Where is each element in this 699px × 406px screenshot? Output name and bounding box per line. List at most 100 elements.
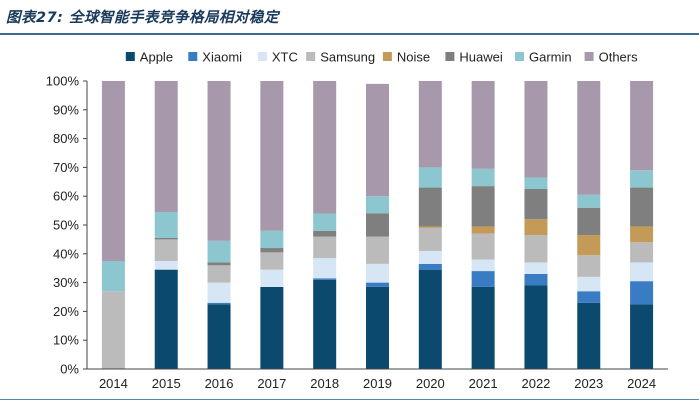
x-tick-label: 2019 bbox=[363, 376, 392, 391]
x-tick-label: 2024 bbox=[627, 376, 656, 391]
bar-segment-others-2019 bbox=[366, 83, 389, 197]
x-tick-label: 2023 bbox=[574, 376, 603, 391]
bar-segment-others-2016 bbox=[207, 81, 231, 241]
bar-segment-xtc-2017 bbox=[260, 269, 284, 287]
legend-label-others: Others bbox=[599, 50, 639, 65]
bar-segment-others-2021 bbox=[471, 81, 495, 169]
bar-segment-samsung-2015 bbox=[154, 239, 178, 261]
bar-segment-others-2022 bbox=[524, 81, 548, 178]
y-tick-label: 90% bbox=[53, 102, 79, 117]
bar-segment-xiaomi-2023 bbox=[577, 291, 601, 303]
bar-segment-apple-2018 bbox=[313, 279, 337, 369]
bar-segment-apple-2020 bbox=[418, 269, 442, 369]
bar-segment-xtc-2015 bbox=[154, 261, 178, 270]
bar-segment-xiaomi-2020 bbox=[418, 263, 442, 270]
bar-segment-others-2017 bbox=[260, 81, 284, 231]
bar-segment-others-2024 bbox=[630, 81, 654, 171]
bar-segment-xiaomi-2021 bbox=[471, 271, 495, 287]
y-tick-label: 0% bbox=[60, 362, 79, 377]
x-tick-label: 2020 bbox=[416, 376, 445, 391]
y-tick-label: 30% bbox=[53, 275, 79, 290]
bar-segment-garmin-2019 bbox=[366, 196, 389, 214]
bar-segment-garmin-2015 bbox=[154, 212, 178, 238]
legend-label-apple: Apple bbox=[140, 50, 173, 65]
bar-segment-garmin-2022 bbox=[524, 177, 548, 189]
legend-swatch-garmin bbox=[515, 52, 524, 61]
bar-segment-xtc-2018 bbox=[313, 258, 337, 279]
bar-segment-huawei-2015 bbox=[154, 237, 178, 240]
legend-swatch-huawei bbox=[445, 52, 455, 61]
bar-segment-xtc-2021 bbox=[471, 259, 495, 272]
bar-segment-huawei-2016 bbox=[207, 262, 231, 266]
x-axis: 2014 2015 2016 2017 2018 2019 2020 2021 2022 2023… bbox=[87, 368, 668, 391]
y-tick-label: 20% bbox=[53, 304, 79, 319]
bar-segment-noise-2024 bbox=[630, 226, 654, 243]
bar-segment-others-2014 bbox=[101, 81, 125, 261]
y-axis: 0% 10% 20% 30% 40% 50% 60% 70% 80% 90% 100% bbox=[46, 74, 88, 377]
bar-segment-huawei-2024 bbox=[630, 187, 654, 227]
x-tick-label: 2018 bbox=[310, 376, 339, 391]
bar-segment-apple-2023 bbox=[577, 302, 601, 369]
x-tick-label: 2022 bbox=[521, 376, 550, 391]
legend-swatch-xtc bbox=[257, 52, 267, 61]
bar-segment-samsung-2021 bbox=[471, 233, 495, 260]
bar-segment-xtc-2019 bbox=[366, 263, 389, 283]
bar-segment-samsung-2018 bbox=[313, 236, 337, 259]
y-tick-label: 10% bbox=[53, 333, 79, 348]
y-tick-label: 70% bbox=[53, 160, 79, 175]
bar-segment-samsung-2019 bbox=[366, 236, 389, 264]
y-tick-label: 60% bbox=[53, 189, 79, 204]
bottom-rule bbox=[0, 399, 699, 400]
bar-segment-noise-2023 bbox=[577, 235, 601, 256]
bar-segment-samsung-2014 bbox=[101, 291, 125, 369]
bar-segment-noise-2022 bbox=[524, 219, 548, 236]
bar-segment-xtc-2023 bbox=[577, 276, 601, 292]
bar-segment-garmin-2016 bbox=[207, 240, 231, 263]
bar-segment-huawei-2018 bbox=[313, 230, 337, 237]
bar-segment-xtc-2020 bbox=[418, 250, 442, 264]
bar-segment-noise-2021 bbox=[471, 226, 495, 234]
bar-segment-garmin-2018 bbox=[313, 213, 337, 231]
bar-segment-samsung-2017 bbox=[260, 252, 284, 270]
title-rule bbox=[0, 33, 699, 35]
legend-swatch-others bbox=[584, 52, 594, 61]
legend-swatch-xiaomi bbox=[188, 52, 198, 61]
bar-segment-huawei-2021 bbox=[471, 186, 495, 227]
bar-segment-samsung-2020 bbox=[418, 227, 442, 251]
y-tick-label: 80% bbox=[53, 131, 79, 146]
bar-segment-garmin-2014 bbox=[101, 261, 125, 292]
bar-segment-garmin-2023 bbox=[577, 194, 601, 208]
bar-segment-samsung-2024 bbox=[630, 242, 654, 263]
legend-label-huawei: Huawei bbox=[459, 50, 502, 65]
bar-segment-apple-2015 bbox=[154, 269, 178, 369]
bar-segment-xiaomi-2018 bbox=[313, 278, 337, 280]
chart-legend: Apple Xiaomi XTC Samsung Noise Huawei Garmin Ot… bbox=[125, 50, 639, 65]
y-tick-label: 50% bbox=[53, 218, 79, 233]
x-tick-label: 2016 bbox=[205, 376, 234, 391]
bar-segment-huawei-2017 bbox=[260, 248, 284, 253]
bar-segment-xtc-2016 bbox=[207, 282, 231, 303]
bar-segment-apple-2022 bbox=[524, 285, 548, 369]
legend-label-xtc: XTC bbox=[272, 50, 298, 65]
legend-label-noise: Noise bbox=[397, 50, 430, 65]
bar-segment-noise-2020 bbox=[418, 226, 442, 228]
x-tick-label: 2021 bbox=[469, 376, 498, 391]
bar-segment-xiaomi-2022 bbox=[524, 273, 548, 286]
bar-segment-huawei-2020 bbox=[418, 187, 442, 227]
bar-segment-samsung-2016 bbox=[207, 265, 231, 283]
bar-segment-xiaomi-2016 bbox=[207, 302, 231, 305]
bar-segment-garmin-2021 bbox=[471, 168, 495, 187]
figure-title: 图表27: 全球智能手表竞争格局相对稳定 bbox=[6, 10, 280, 26]
bar-segment-xtc-2024 bbox=[630, 262, 654, 282]
y-tick-label: 100% bbox=[46, 74, 80, 89]
bar-segment-garmin-2024 bbox=[630, 170, 654, 188]
bar-segment-others-2023 bbox=[577, 81, 601, 195]
bar-segment-huawei-2022 bbox=[524, 189, 548, 220]
bar-segment-garmin-2017 bbox=[260, 230, 284, 249]
legend-swatch-apple bbox=[125, 52, 135, 61]
bar-segment-garmin-2020 bbox=[418, 167, 442, 188]
bar-segment-apple-2019 bbox=[366, 286, 389, 369]
x-tick-label: 2017 bbox=[257, 376, 286, 391]
legend-label-samsung: Samsung bbox=[320, 50, 375, 65]
